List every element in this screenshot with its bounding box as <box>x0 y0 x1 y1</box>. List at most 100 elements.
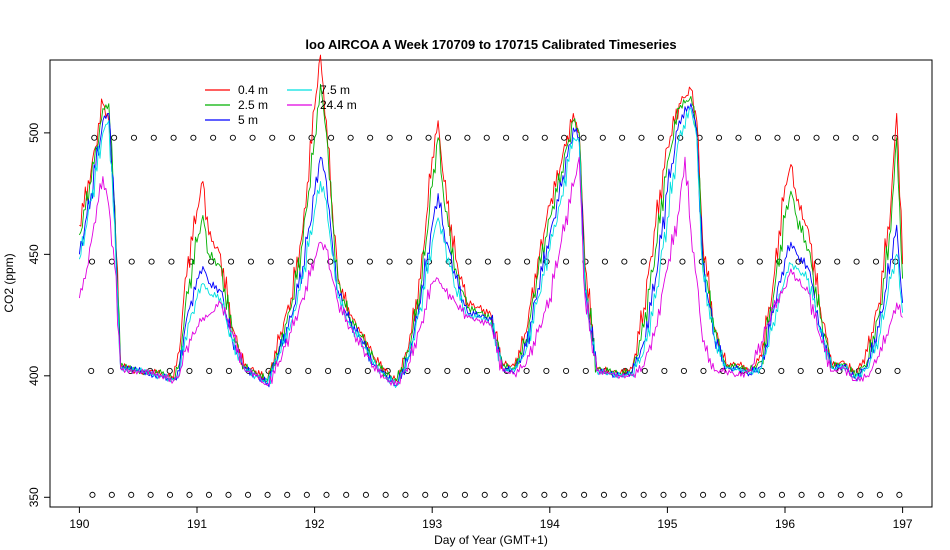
series-lines <box>78 54 904 389</box>
reference-point <box>364 367 371 375</box>
reference-point <box>778 491 785 498</box>
reference-point <box>362 491 369 498</box>
reference-point <box>150 134 157 141</box>
y-tick-label: 500 <box>27 123 41 143</box>
series-line-2 <box>78 103 904 388</box>
y-tick-label: 350 <box>27 487 41 507</box>
reference-point <box>484 258 491 265</box>
reference-point <box>660 258 667 265</box>
reference-point <box>601 258 608 265</box>
x-tick-label: 191 <box>187 517 207 531</box>
reference-point <box>225 491 232 498</box>
x-tick-label: 196 <box>775 517 795 531</box>
reference-point <box>563 367 570 375</box>
reference-point <box>620 491 627 498</box>
reference-point <box>147 491 154 498</box>
x-tick-label: 197 <box>893 517 913 531</box>
reference-point <box>541 134 548 141</box>
reference-point <box>754 134 761 141</box>
reference-point <box>876 491 883 498</box>
chart-title: loo AIRCOA A Week 170709 to 170715 Calib… <box>305 37 676 52</box>
series-line-0 <box>79 54 904 384</box>
reference-point <box>225 367 232 375</box>
reference-point <box>107 367 114 375</box>
x-tick-label: 195 <box>657 517 677 531</box>
reference-point <box>367 134 374 141</box>
reference-point <box>638 134 645 141</box>
reference-point <box>166 491 174 498</box>
plot-frame <box>49 59 933 508</box>
x-tick-label: 190 <box>69 517 89 531</box>
series-line-3 <box>78 107 904 389</box>
reference-point <box>872 134 879 141</box>
reference-point <box>208 258 215 265</box>
reference-point <box>813 134 820 141</box>
reference-point <box>660 491 667 498</box>
reference-points <box>88 134 903 498</box>
reference-point <box>483 367 491 375</box>
reference-point <box>442 491 449 498</box>
reference-point <box>837 491 844 498</box>
reference-point <box>621 258 628 265</box>
reference-point <box>483 134 490 141</box>
reference-point <box>581 491 588 498</box>
reference-point <box>521 491 528 498</box>
reference-point <box>323 491 330 498</box>
reference-point <box>641 367 648 375</box>
reference-point <box>347 134 354 141</box>
reference-point <box>166 367 173 375</box>
reference-point <box>344 367 352 375</box>
reference-point <box>797 367 804 375</box>
y-tick-label: 400 <box>27 365 41 385</box>
reference-point <box>543 367 550 375</box>
reference-point <box>561 491 568 498</box>
reference-point <box>619 134 626 141</box>
reference-point <box>168 258 175 265</box>
reference-point <box>305 367 312 375</box>
reference-point <box>148 258 155 265</box>
reference-point <box>501 491 508 498</box>
reference-point <box>205 491 213 498</box>
reference-point <box>229 134 236 141</box>
reference-point <box>833 134 840 141</box>
reference-point <box>677 134 684 141</box>
reference-point <box>522 134 529 141</box>
reference-point <box>640 258 647 265</box>
reference-point <box>210 134 217 141</box>
reference-point <box>88 367 95 375</box>
reference-point <box>267 258 274 265</box>
reference-point <box>465 258 472 265</box>
reference-point <box>875 367 882 375</box>
reference-point <box>186 367 193 375</box>
reference-point <box>600 491 608 498</box>
reference-point <box>700 367 707 375</box>
legend-label: 0.4 m <box>238 83 268 97</box>
reference-point <box>264 491 271 498</box>
x-axis: 190 191 192 193 194 195 196 197 <box>69 506 913 531</box>
y-axis: 350 400 450 500 <box>27 123 51 507</box>
reference-point <box>422 491 429 498</box>
reference-point <box>406 134 413 141</box>
reference-point <box>504 258 511 265</box>
reference-point <box>759 491 766 498</box>
reference-point <box>818 491 825 498</box>
reference-point <box>249 134 256 141</box>
reference-point <box>464 367 471 375</box>
reference-point <box>424 367 431 375</box>
reference-point <box>737 258 744 265</box>
reference-point <box>661 367 668 375</box>
reference-point <box>834 258 841 265</box>
reference-point <box>269 134 276 141</box>
reference-point <box>284 491 291 498</box>
reference-point <box>756 258 763 265</box>
reference-point <box>425 134 432 141</box>
reference-point <box>402 491 409 498</box>
reference-point <box>386 134 393 141</box>
reference-point <box>130 134 138 141</box>
reference-point <box>464 134 471 141</box>
reference-point <box>128 258 135 265</box>
x-tick-label: 194 <box>540 517 560 531</box>
x-axis-label: Day of Year (GMT+1) <box>434 533 548 547</box>
reference-point <box>406 258 413 265</box>
